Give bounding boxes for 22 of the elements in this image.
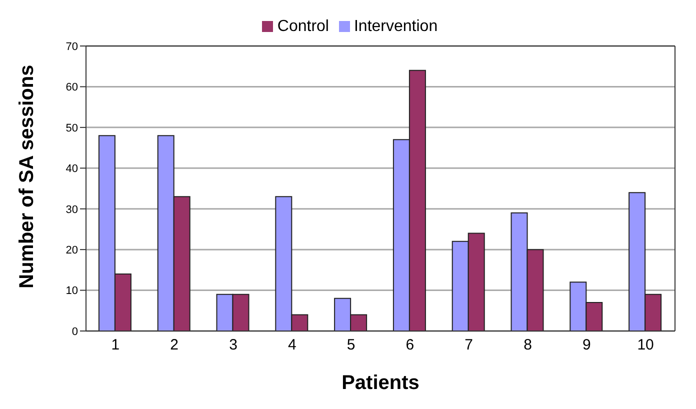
y-tick-label: 60 <box>66 82 78 94</box>
y-tick-label: 10 <box>66 285 78 298</box>
y-tick-label: 70 <box>66 40 78 53</box>
x-tick-label: 4 <box>288 336 296 354</box>
y-tick-label: 50 <box>66 122 78 134</box>
y-tick-label: 30 <box>66 204 78 216</box>
x-axis-title: Patients <box>342 372 420 394</box>
x-tick-label: 2 <box>170 336 179 354</box>
x-tick-label: 3 <box>229 336 238 354</box>
legend-label: Control <box>277 18 329 35</box>
x-tick-label: 7 <box>464 336 474 354</box>
x-tick-label: 5 <box>346 336 356 354</box>
x-tick-label: 10 <box>637 336 654 354</box>
x-tick-label: 6 <box>406 336 414 354</box>
legend-label: Intervention <box>354 18 438 35</box>
x-tick-label: 9 <box>582 336 591 354</box>
y-tick-label: 20 <box>66 244 78 256</box>
x-tick-label: 1 <box>111 336 120 354</box>
y-axis-title: Number of SA sessions <box>16 64 38 288</box>
y-tick-label: 0 <box>72 326 78 338</box>
y-tick-label: 40 <box>66 163 78 176</box>
x-tick-label: 8 <box>524 336 532 354</box>
